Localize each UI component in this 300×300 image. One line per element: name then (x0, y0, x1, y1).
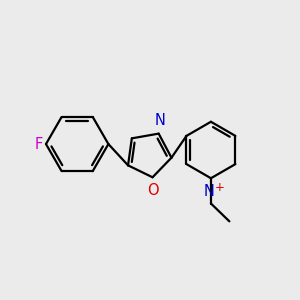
Text: F: F (34, 136, 42, 152)
Text: N: N (204, 184, 215, 199)
Text: O: O (147, 183, 158, 198)
Text: +: + (214, 181, 224, 194)
Text: N: N (155, 113, 166, 128)
